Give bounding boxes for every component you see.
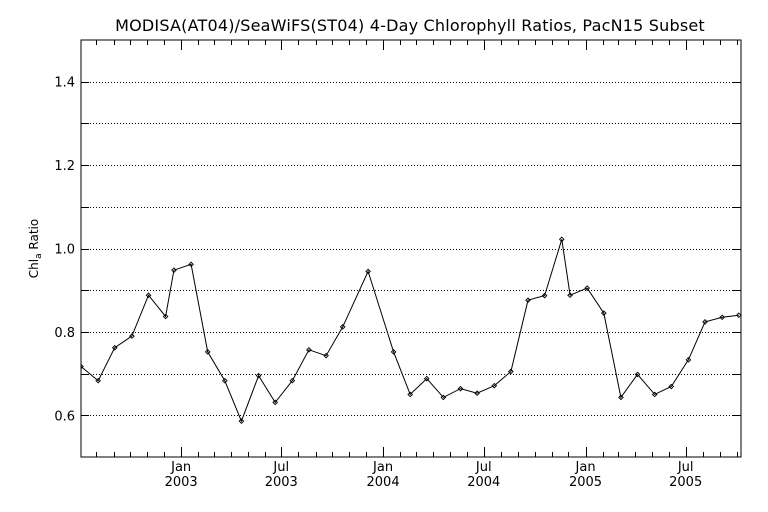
x-tick-label-year: 2003 bbox=[165, 475, 198, 490]
x-tick-label-month: Jan bbox=[575, 460, 596, 475]
data-point bbox=[289, 377, 296, 384]
data-point bbox=[541, 292, 548, 299]
data-point bbox=[407, 391, 414, 398]
data-point bbox=[188, 261, 194, 268]
axis-tick-labels: 0.60.81.01.21.4Jan2003Jul2003Jan2004Jul2… bbox=[54, 76, 702, 490]
data-point bbox=[735, 312, 741, 319]
data-point bbox=[668, 383, 675, 390]
data-point bbox=[145, 292, 152, 299]
data-point bbox=[255, 372, 262, 379]
axis-ticks bbox=[81, 40, 741, 457]
data-point bbox=[584, 285, 591, 291]
data-point bbox=[162, 313, 169, 320]
data-point bbox=[525, 297, 531, 304]
data-point bbox=[339, 324, 346, 330]
x-tick-label-year: 2004 bbox=[367, 475, 400, 490]
data-point bbox=[95, 377, 101, 384]
data-point bbox=[323, 352, 329, 359]
data-point bbox=[474, 390, 480, 397]
x-tick-label-year: 2003 bbox=[265, 475, 298, 490]
data-point bbox=[111, 344, 118, 351]
data-series bbox=[81, 236, 741, 424]
data-point bbox=[222, 377, 228, 384]
data-point bbox=[618, 394, 624, 401]
data-point bbox=[491, 382, 498, 389]
y-axis-label-rest: Ratio bbox=[27, 219, 41, 254]
x-tick-label-month: Jul bbox=[677, 460, 694, 475]
grid bbox=[81, 82, 741, 416]
data-point bbox=[423, 375, 430, 382]
data-point bbox=[457, 385, 464, 392]
x-tick-label-month: Jul bbox=[272, 460, 289, 475]
x-tick-label-year: 2004 bbox=[467, 475, 500, 490]
data-point bbox=[558, 236, 565, 243]
chart-title: MODISA(AT04)/SeaWiFS(ST04) 4-Day Chlorop… bbox=[115, 16, 705, 35]
data-point bbox=[365, 268, 371, 275]
x-tick-label-year: 2005 bbox=[569, 475, 602, 490]
x-tick-label-month: Jan bbox=[372, 460, 393, 475]
x-tick-label-year: 2005 bbox=[669, 475, 702, 490]
series-line bbox=[81, 239, 739, 423]
data-point bbox=[651, 391, 658, 398]
data-point bbox=[238, 418, 245, 424]
data-point bbox=[702, 319, 708, 325]
data-point bbox=[129, 333, 135, 339]
data-point bbox=[204, 349, 211, 355]
data-point bbox=[171, 267, 177, 274]
data-point bbox=[600, 310, 607, 316]
data-point bbox=[81, 363, 84, 370]
data-point bbox=[634, 371, 641, 378]
data-point bbox=[390, 349, 397, 355]
plot-frame bbox=[80, 39, 742, 458]
x-tick-label-month: Jul bbox=[475, 460, 492, 475]
y-tick-label: 1.0 bbox=[54, 243, 75, 258]
y-axis-label: Chla Ratio bbox=[27, 219, 44, 278]
data-point bbox=[685, 357, 692, 363]
y-axis-label-subscript: a bbox=[34, 253, 44, 259]
data-point bbox=[508, 368, 514, 375]
x-tick-label-month: Jan bbox=[170, 460, 191, 475]
y-tick-label: 1.2 bbox=[54, 159, 75, 174]
data-point bbox=[567, 292, 573, 299]
series bbox=[81, 236, 741, 424]
y-tick-label: 0.8 bbox=[54, 326, 75, 341]
data-point bbox=[272, 399, 279, 406]
y-tick-label: 1.4 bbox=[54, 76, 75, 91]
y-tick-label: 0.6 bbox=[54, 409, 75, 424]
data-point bbox=[306, 346, 312, 353]
data-point bbox=[440, 394, 447, 401]
y-axis-label-main: Chl bbox=[27, 259, 41, 278]
data-point bbox=[719, 314, 726, 321]
